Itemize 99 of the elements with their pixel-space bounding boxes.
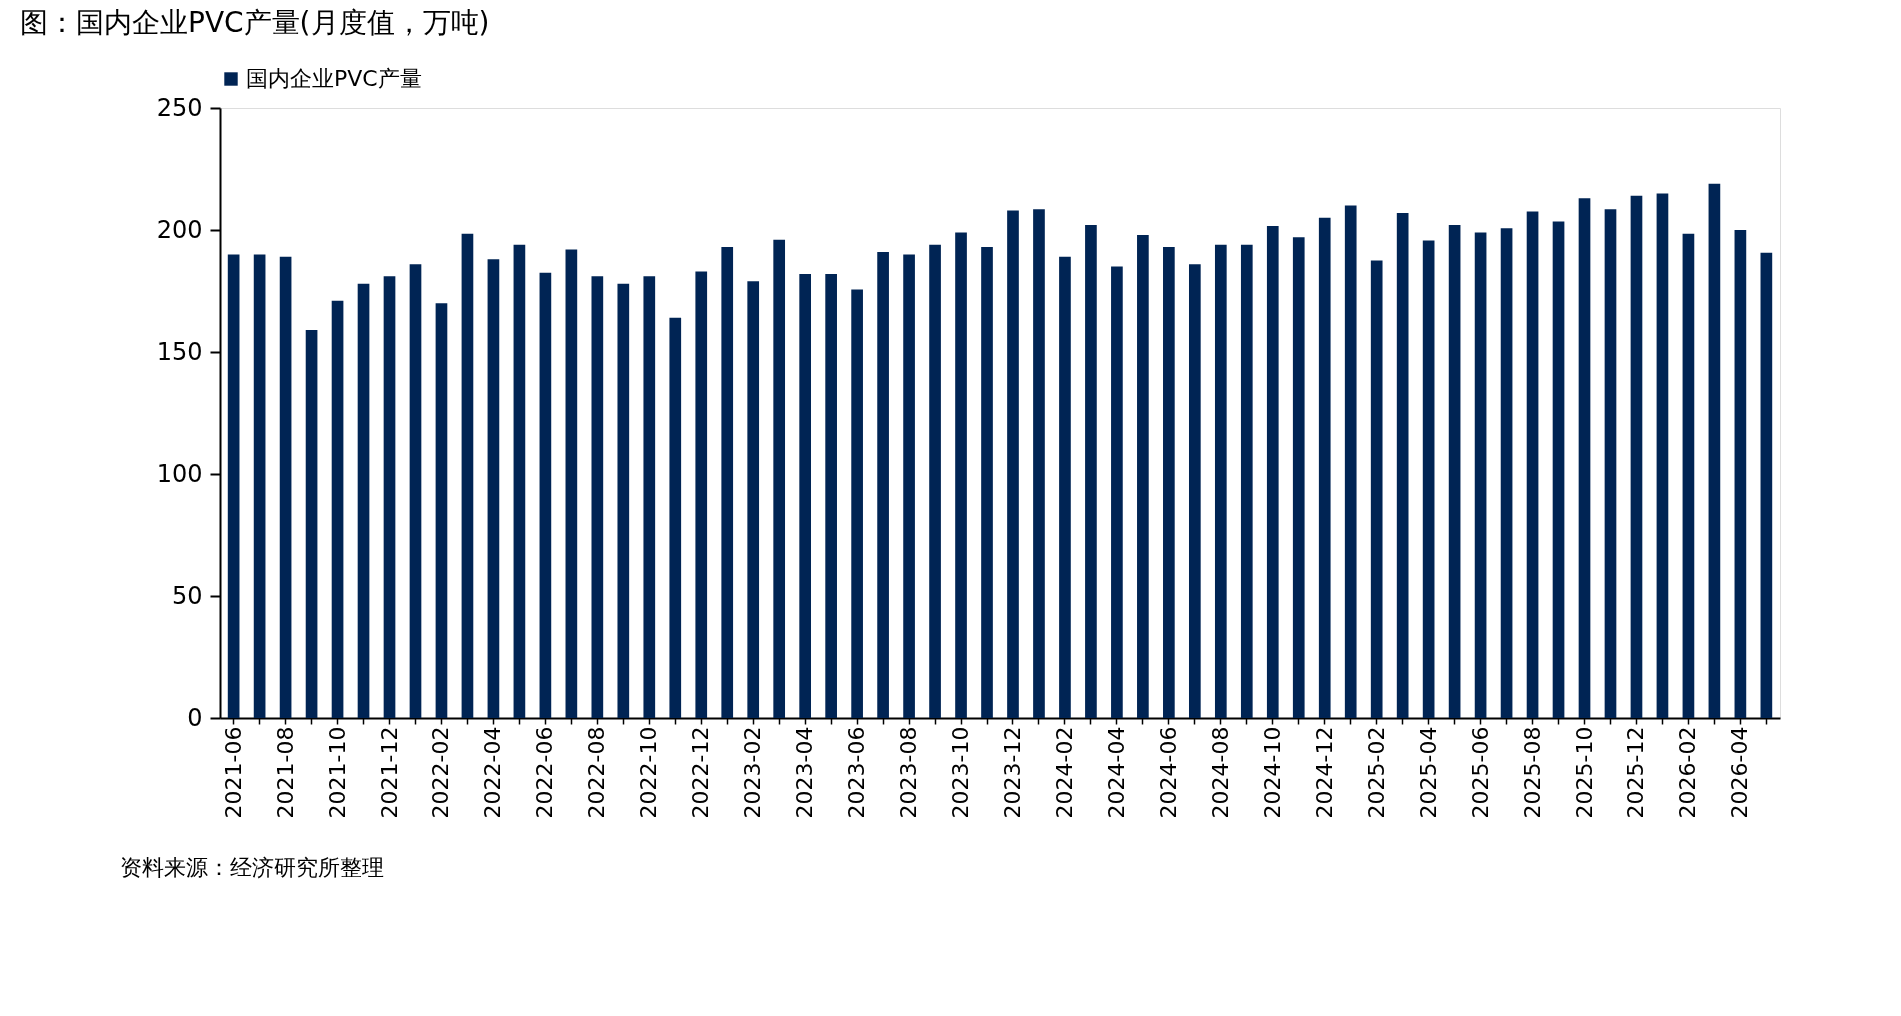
bar [903, 254, 915, 718]
bar [773, 239, 786, 718]
bar [331, 300, 344, 718]
x-tick-label: 2022-10 [636, 726, 662, 819]
x-tick-label: 2024-04 [1103, 726, 1129, 819]
x-tick-label: 2026-02 [1675, 726, 1701, 819]
x-tick-label: 2022-06 [532, 726, 558, 819]
x-tick-label: 2022-12 [688, 726, 714, 819]
text: 资料来源：经济研究所整理 [120, 855, 384, 880]
bar [1474, 232, 1487, 718]
bar [695, 271, 708, 718]
bar [1604, 209, 1617, 718]
bar [253, 254, 266, 718]
bar [409, 264, 422, 718]
bar [1682, 233, 1695, 718]
x-tick-label: 2023-02 [740, 726, 766, 819]
bar [1266, 226, 1279, 718]
bar [565, 249, 578, 718]
x-tick-label: 2021-12 [376, 726, 402, 819]
bar [1422, 240, 1435, 718]
bar [851, 289, 863, 718]
bar [1059, 256, 1071, 718]
bar [1396, 212, 1409, 718]
bar [1734, 230, 1747, 718]
bar [1085, 225, 1097, 718]
bar [721, 247, 734, 718]
x-tick-label: 2021-06 [220, 726, 246, 819]
bar [435, 303, 448, 718]
bar [825, 273, 837, 718]
bar [1448, 225, 1461, 718]
bar [1344, 205, 1357, 718]
x-tick-label: 2024-08 [1207, 726, 1233, 819]
bar [539, 272, 552, 718]
bar [617, 283, 630, 718]
bar [305, 330, 318, 718]
bar [1370, 260, 1383, 718]
bar [929, 244, 941, 718]
x-tick-label: 2024-12 [1311, 726, 1337, 819]
bar [981, 247, 993, 718]
bar [1318, 217, 1331, 718]
bar [227, 254, 240, 718]
x-tick-label: 2023-04 [792, 726, 818, 819]
bar [461, 233, 474, 718]
bar [1630, 195, 1643, 718]
x-tick-label: 2025-08 [1519, 726, 1545, 819]
bar [1552, 221, 1565, 718]
x-tick-label: 2025-02 [1363, 726, 1389, 819]
bar [1033, 209, 1045, 718]
x-tick-label: 2023-06 [844, 726, 870, 819]
x-tick-label: 2023-10 [948, 726, 974, 819]
x-tick-label: 2024-10 [1259, 726, 1285, 819]
y-tick-label: 50 [171, 581, 203, 610]
bar [1214, 244, 1227, 718]
bar [1007, 210, 1019, 718]
x-tick-label: 2023-08 [896, 726, 922, 819]
bar [799, 273, 812, 718]
y-tick-label: 250 [156, 93, 203, 122]
bar [1188, 264, 1201, 718]
y-tick-label: 100 [156, 459, 203, 488]
chart-title: 图：国内企业PVC产量(月度值，万吨) [20, 6, 490, 39]
x-tick-label: 2021-10 [324, 726, 350, 819]
y-tick-label: 200 [156, 215, 203, 244]
x-tick-label: 2025-04 [1415, 726, 1441, 819]
bar [1526, 211, 1539, 718]
bar [1292, 237, 1305, 718]
bar [513, 244, 526, 718]
bar [877, 251, 889, 718]
bar [1708, 183, 1721, 718]
x-tick-label: 2022-02 [428, 726, 454, 819]
y-tick-label: 0 [187, 703, 203, 732]
legend-label: 国内企业PVC产量 [246, 66, 422, 91]
x-tick-label: 2024-06 [1155, 726, 1181, 819]
x-tick-label: 2022-04 [480, 726, 506, 819]
x-tick-label: 2023-12 [999, 726, 1025, 819]
bar [669, 317, 682, 718]
bar [591, 276, 604, 718]
x-tick-label: 2021-08 [272, 726, 298, 819]
x-tick-label: 2026-04 [1727, 726, 1753, 819]
y-tick-label: 150 [156, 337, 203, 366]
bar [1760, 252, 1773, 718]
bar [1578, 198, 1591, 718]
bar [643, 276, 656, 718]
x-tick-label: 2025-12 [1623, 726, 1649, 819]
x-tick-label: 2022-08 [584, 726, 610, 819]
bar [1500, 228, 1513, 718]
x-tick-label: 2024-02 [1051, 726, 1077, 819]
bar [1163, 247, 1175, 718]
x-tick-label: 2025-10 [1571, 726, 1597, 819]
bar [279, 256, 292, 718]
bar [1240, 244, 1253, 718]
bar [955, 232, 967, 718]
bar [1111, 266, 1123, 718]
bar [357, 283, 370, 718]
bar [1656, 193, 1669, 718]
x-tick-label: 2025-06 [1467, 726, 1493, 819]
bar [383, 276, 396, 718]
bar [747, 281, 760, 718]
bar [1137, 234, 1149, 718]
bar [487, 259, 500, 718]
